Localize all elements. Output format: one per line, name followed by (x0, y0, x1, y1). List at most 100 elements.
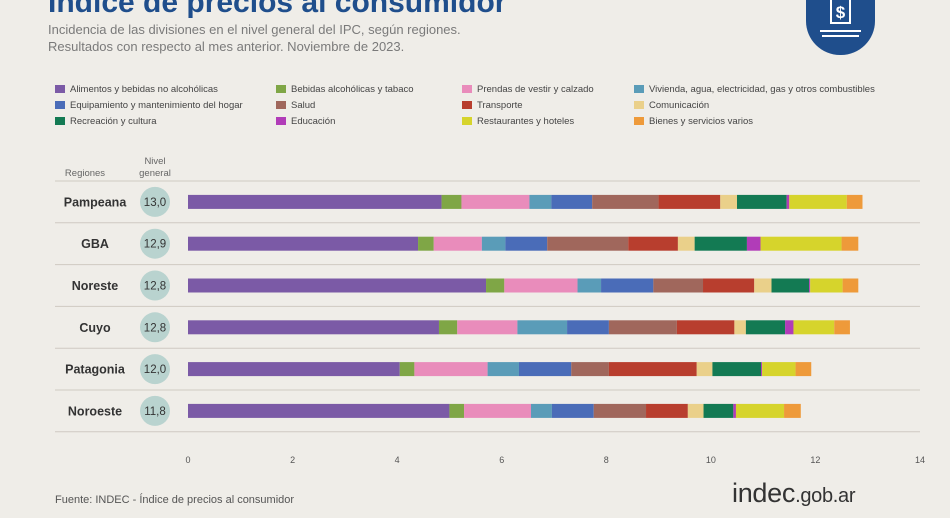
level-circle (140, 270, 170, 301)
bar-segment (658, 194, 721, 209)
bar-segment (592, 194, 659, 209)
bar-segment (846, 194, 863, 209)
region-label: GBA (81, 237, 109, 251)
bar-segment (795, 362, 812, 377)
bar-segment (793, 320, 835, 335)
bar-segment (789, 194, 847, 209)
level-header-line-1: Nivel (144, 156, 165, 167)
legend-label: Restaurantes y hoteles (477, 115, 575, 127)
bar-segment (461, 194, 530, 209)
level-value: 11,8 (144, 406, 166, 418)
bar-segment (834, 320, 850, 335)
legend-item: Prendas de vestir y calzado (462, 82, 634, 96)
level-value: 12,0 (144, 364, 166, 376)
region-label: Noreste (72, 279, 119, 293)
bar-segment (486, 278, 505, 293)
page-subtitle: Incidencia de las divisiones en el nivel… (48, 21, 461, 55)
legend-swatch (55, 85, 65, 93)
legend-item: Comunicación (634, 98, 894, 112)
bar-segment (399, 362, 415, 377)
legend-swatch (634, 101, 644, 109)
region-label: Patagonia (65, 363, 126, 377)
bar-segment (567, 320, 609, 335)
region-label: Pampeana (64, 195, 128, 209)
legend-label: Comunicación (649, 99, 710, 111)
bar-segment (712, 362, 762, 377)
page-title: Índice de precios al consumidor (48, 0, 507, 19)
brand-domain: .gob.ar (795, 485, 856, 507)
bar-segment (518, 362, 572, 377)
legend-label: Bienes y servicios varios (649, 115, 754, 127)
bar-segment (504, 278, 578, 293)
bar-segment (653, 278, 704, 293)
bar-segment (547, 236, 629, 251)
legend-swatch (55, 117, 65, 125)
bar-segment (720, 194, 737, 209)
bar-segment (809, 278, 811, 293)
bar-segment (734, 320, 746, 335)
bar-segment (733, 403, 736, 418)
bar-segment (438, 320, 458, 335)
bar-segment (745, 320, 786, 335)
legend-label: Recreación y cultura (70, 115, 157, 127)
subtitle-line-1: Incidencia de las divisiones en el nivel… (48, 22, 461, 37)
level-value: 12,8 (144, 322, 166, 334)
bar-segment (188, 236, 419, 251)
legend-item: Vivienda, agua, electricidad, gas y otro… (634, 82, 894, 96)
dollar-document-icon: $ (806, 0, 875, 55)
bar-segment (676, 320, 735, 335)
legend-label: Vivienda, agua, electricidad, gas y otro… (649, 83, 875, 95)
bar-segment (687, 403, 704, 418)
svg-text:$: $ (836, 3, 846, 22)
legend-item: Restaurantes y hoteles (462, 114, 634, 128)
level-circle (140, 312, 170, 343)
level-value: 13,0 (144, 197, 166, 209)
legend-label: Equipamiento y mantenimiento del hogar (70, 99, 243, 111)
bar-segment (841, 236, 859, 251)
bar-segment (577, 278, 602, 293)
legend-label: Transporte (477, 99, 523, 111)
legend-label: Educación (291, 115, 336, 127)
brand-logo: indec.gob.ar (732, 478, 856, 509)
bar-segment (677, 236, 695, 251)
bar-segment (188, 362, 400, 377)
bar-segment (737, 194, 787, 209)
legend-item: Transporte (462, 98, 634, 112)
bar-segment (571, 362, 609, 377)
level-circle (140, 228, 170, 259)
legend-swatch (634, 85, 644, 93)
level-circle (140, 186, 170, 217)
bar-segment (784, 403, 801, 418)
bar-segment (481, 236, 506, 251)
bar-segment (551, 194, 593, 209)
brand-main: indec (732, 478, 796, 508)
legend-label: Prendas de vestir y calzado (477, 83, 594, 95)
bar-segment (530, 403, 552, 418)
bar-segment (601, 278, 654, 293)
bar-segment (761, 362, 763, 377)
source-note: Fuente: INDEC - Índice de precios al con… (55, 494, 295, 506)
bar-segment (842, 278, 859, 293)
bar-segment (457, 320, 518, 335)
bar-segment (785, 320, 794, 335)
bar-segment (441, 194, 462, 209)
legend-swatch (462, 117, 472, 125)
regions-header: Regiones (65, 168, 105, 179)
level-value: 12,9 (144, 239, 166, 251)
region-label: Cuyo (79, 321, 111, 335)
bar-segment (188, 194, 442, 209)
legend-item: Salud (276, 98, 462, 112)
level-header-line-2: general (139, 168, 171, 179)
bar-segment (810, 278, 843, 293)
bar-segment (608, 362, 697, 377)
x-tick-label: 2 (290, 455, 295, 465)
bar-segment (746, 236, 761, 251)
bar-segment (694, 236, 747, 251)
bar-segment (762, 362, 796, 377)
bar-segment (551, 403, 594, 418)
x-tick-label: 14 (915, 455, 925, 465)
bar-segment (188, 403, 450, 418)
legend-swatch (462, 101, 472, 109)
bar-segment (771, 278, 810, 293)
